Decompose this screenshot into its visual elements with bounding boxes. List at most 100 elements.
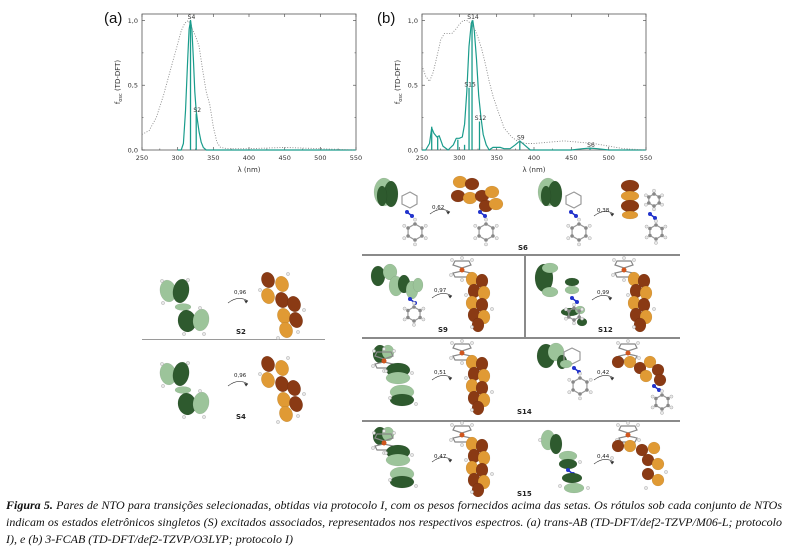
carbon-atom [584,226,588,230]
x-tick-label: 250 [416,154,428,162]
hydrogen-atom [587,236,592,240]
hydrogen-atom [160,279,164,283]
orbital-lobe [261,287,275,305]
orbital-lobe [541,262,559,274]
carbon-atom [571,380,575,384]
hydrogen-atom [296,330,300,334]
benzene-ring [401,191,418,209]
arrow-head-icon [446,211,450,215]
hydrogen-atom [402,223,407,228]
carbon-atom [652,204,656,208]
carbon-atom [413,222,417,226]
cyclopentadienyl-ring [614,260,634,269]
hydrogen-atom [490,390,494,394]
x-tick-label: 350 [490,154,502,162]
hydrogen-atom [371,446,375,450]
y-axis-label: fosc (TD-DFT) [394,60,404,105]
hydrogen-atom [572,321,576,326]
orbital-lobe [643,355,657,369]
orbital-lobe [635,443,649,457]
hydrogen-atom [558,484,562,488]
hydrogen-atom [470,325,474,329]
cyclopentadienyl-ring [618,343,638,352]
hydrogen-atom [198,306,202,310]
orbital-lobe [559,359,573,369]
hydrogen-atom [578,371,582,376]
weight-label-s6-1: 0,62 [432,205,445,211]
benzene-ring [655,394,669,410]
transition-arrow [227,381,249,387]
hydrogen-atom [610,456,614,460]
hydrogen-atom [276,420,280,424]
nitrogen-atom [566,468,570,472]
hydrogen-atom [636,423,640,427]
orbital-lobe [563,482,585,494]
orbital-lobe [452,175,468,189]
state-label-s2: S2 [236,328,246,336]
hydrogen-atom [564,316,568,321]
hydrogen-atom [450,341,454,345]
orbital-lobe [287,295,301,313]
hydrogen-atom [622,256,626,260]
carbon-atom [567,309,571,313]
hydrogen-atom [654,219,658,223]
orbital-lobe [471,482,485,498]
particle-nto-s14-b [611,339,674,415]
hydrogen-atom [198,389,202,393]
orbital-lobe [382,263,398,281]
hydrogen-atom [660,193,664,198]
hydrogen-atom [160,362,164,366]
hydrogen-atom [412,301,416,305]
carbon-atom [412,319,416,323]
carbon-atom [420,234,424,238]
hydrogen-atom [612,258,616,262]
carbon-atom [491,234,495,238]
hydrogen-atom [302,392,306,396]
figure-caption: Figura 5. Pares de NTO para transições s… [6,497,782,548]
transition-arrow [431,293,453,299]
carbon-atom [577,315,581,319]
hydrogen-atom [611,273,615,277]
hydrogen-atom [652,188,656,193]
hydrogen-atom [564,307,568,312]
benzene-ring [571,223,587,241]
hydrogen-atom [182,332,186,336]
transition-label-s6: S6 [587,142,595,149]
arrow-head-icon [610,377,614,381]
x-tick-label: 300 [171,154,183,162]
hole-nto-3-fcab [537,177,592,247]
hydrogen-atom [622,278,626,282]
orbital-lobe [477,450,491,466]
benzene-ring [407,306,421,322]
hydrogen-atom [402,306,407,311]
hydrogen-atom [388,396,392,400]
hydrogen-atom [580,307,584,312]
hydrogen-atom [588,390,593,395]
hydrogen-atom [652,207,656,212]
hydrogen-atom [626,421,630,425]
y-tick-label: 0,5 [408,82,418,90]
hydrogen-atom [567,377,572,382]
orbital-lobe [621,210,639,220]
hydrogen-atom [412,323,416,327]
hydrogen-atom [460,339,464,343]
particle-nto-3-fcab-chain [449,421,494,498]
benzene-ring [648,193,660,207]
spectrum-chart-b: 250 300 350 400 450 500 550 0,0 0,5 1,0 λ (nm) fosc… [394,13,652,174]
hydrogen-atom [464,458,468,462]
divider-vertical [524,255,526,337]
hydrogen-atom [588,377,593,382]
spectrum-chart-a: 250 300 350 400 450 500 550 0,0 0,5 1,0 λ (nm) fosc… [114,13,362,174]
particle-nto-3-fcab-chain [449,256,494,333]
carbon-atom [654,403,658,408]
y-axis-label: fosc (TD-DFT) [114,60,124,105]
orbital-lobe [639,369,653,383]
y-axis-label-sub: osc [118,93,124,102]
carbon-atom [660,407,664,411]
carbon-atom [654,237,658,241]
transition-label-s12: S12 [475,115,487,122]
hydrogen-atom [572,302,576,307]
orbital-lobe [261,355,275,373]
hydrogen-atom [494,223,499,228]
y-tick-label: 0,0 [128,147,138,155]
